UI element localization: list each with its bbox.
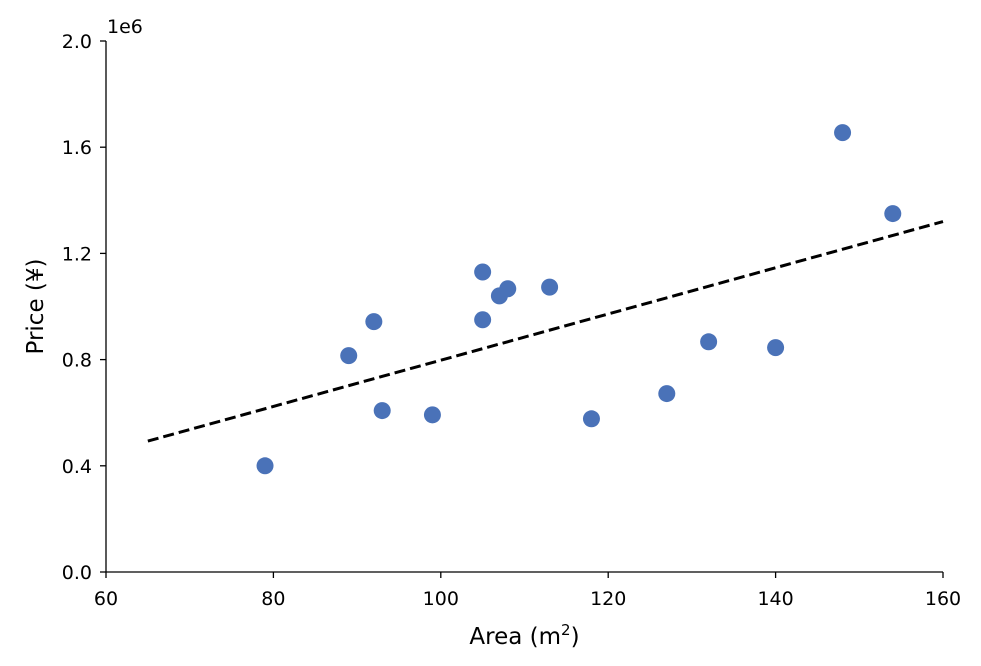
data-point xyxy=(474,263,492,281)
data-point xyxy=(700,333,718,351)
y-tick-label: 1.2 xyxy=(62,243,92,265)
y-axis-offset-label: 1e6 xyxy=(107,16,143,38)
y-tick-label: 0.8 xyxy=(62,350,92,372)
x-tick-label: 60 xyxy=(94,588,118,610)
data-point xyxy=(658,385,676,403)
x-tick-label: 120 xyxy=(590,588,626,610)
y-tick-label: 1.6 xyxy=(62,137,92,159)
data-point xyxy=(499,280,517,298)
data-point xyxy=(884,205,902,223)
data-point xyxy=(474,311,492,329)
data-point xyxy=(365,313,383,331)
x-tick-label: 80 xyxy=(261,588,285,610)
y-axis-title: Price (¥) xyxy=(23,259,49,355)
y-tick-label: 0.0 xyxy=(62,562,92,584)
y-tick-label: 0.4 xyxy=(62,456,92,478)
data-point xyxy=(582,410,600,428)
data-point xyxy=(340,347,358,365)
x-tick-label: 160 xyxy=(925,588,961,610)
data-point xyxy=(423,406,441,424)
data-point xyxy=(767,339,785,357)
data-point xyxy=(373,402,391,420)
data-point xyxy=(834,124,852,142)
trend-line xyxy=(147,220,944,443)
data-point xyxy=(541,278,559,296)
y-tick-label: 2.0 xyxy=(62,31,92,53)
x-tick-label: 100 xyxy=(423,588,459,610)
x-tick-label: 140 xyxy=(757,588,793,610)
data-points xyxy=(256,124,902,475)
x-axis-title: Area (m2) xyxy=(469,621,579,650)
axes: 60 80 100 120 140 160 0.0 0.4 0.8 1.2 1.6 2.0 xyxy=(62,31,961,610)
data-point xyxy=(256,457,274,475)
